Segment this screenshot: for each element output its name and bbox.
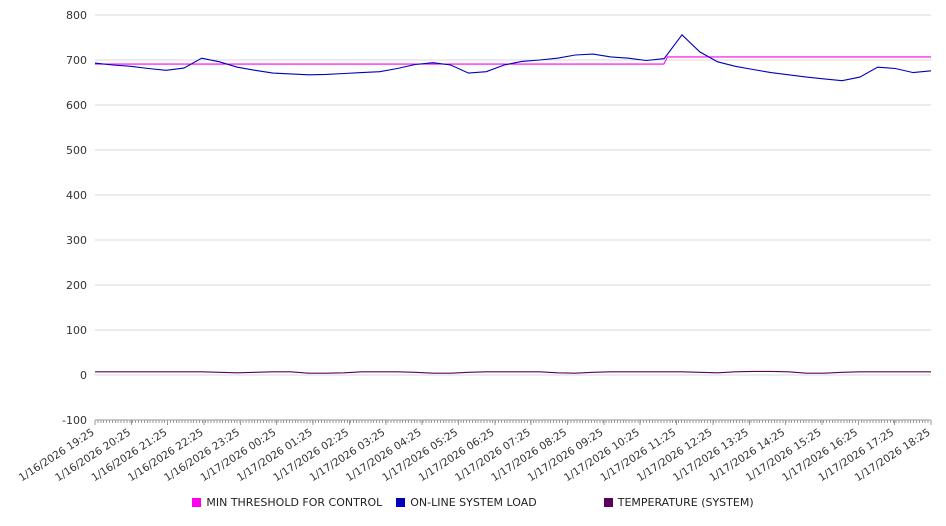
svg-text:-100: -100 — [62, 414, 87, 427]
svg-text:600: 600 — [66, 99, 87, 112]
svg-text:800: 800 — [66, 9, 87, 22]
svg-text:300: 300 — [66, 234, 87, 247]
svg-text:400: 400 — [66, 189, 87, 202]
series-line-2 — [95, 370, 931, 374]
legend-item-system-load: ON-LINE SYSTEM LOAD — [396, 496, 537, 509]
chart-legend: MIN THRESHOLD FOR CONTROL ON-LINE SYSTEM… — [0, 496, 946, 509]
system-load-color-swatch-icon — [396, 498, 406, 507]
min-threshold-color-swatch-icon — [192, 498, 202, 507]
series-line-1 — [94, 33, 932, 82]
svg-text:100: 100 — [66, 324, 87, 337]
y-axis: 800 700 600 500 400 300 200 100 0 -100 — [62, 9, 931, 427]
legend-item-temperature: TEMPERATURE (SYSTEM) — [603, 496, 754, 509]
temperature-color-swatch-icon — [603, 498, 613, 507]
x-axis-minor-ticks — [94, 420, 932, 423]
x-axis-labels: 1/16/2026 19:251/16/2026 20:251/16/2026 … — [17, 420, 933, 484]
legend-item-min-threshold: MIN THRESHOLD FOR CONTROL — [192, 496, 382, 509]
svg-text:500: 500 — [66, 144, 87, 157]
svg-text:700: 700 — [66, 54, 87, 67]
legend-label-min-threshold: MIN THRESHOLD FOR CONTROL — [206, 496, 383, 509]
legend-label-temperature: TEMPERATURE (SYSTEM) — [617, 496, 754, 509]
series-line-0 — [95, 56, 931, 65]
svg-text:200: 200 — [66, 279, 87, 292]
legend-label-system-load: ON-LINE SYSTEM LOAD — [410, 496, 537, 509]
svg-text:0: 0 — [80, 369, 87, 382]
